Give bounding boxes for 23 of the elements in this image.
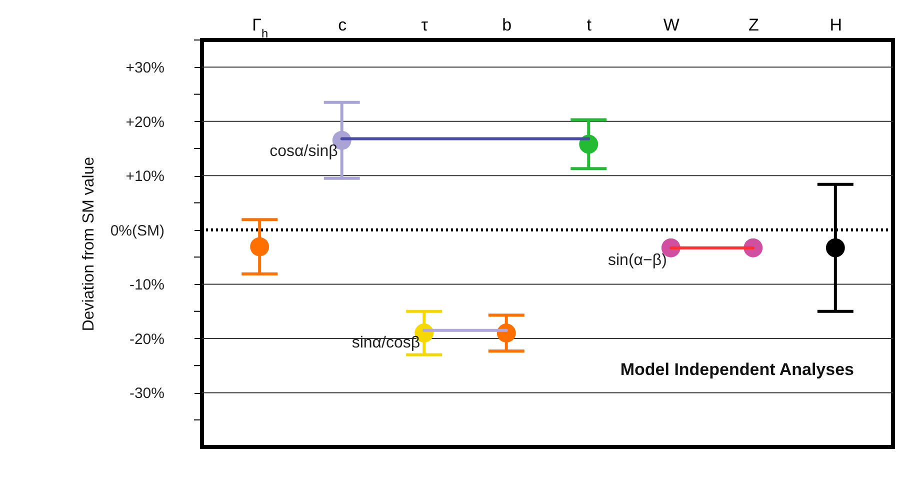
point [579,134,598,154]
x-tick-label: c [338,16,348,34]
series-label: sinα/cosβ [352,334,420,352]
x-tick-label: b [502,16,512,34]
x-tick-label: t [586,16,592,34]
y-tick-label: -20% [129,330,164,348]
x-tick-label: Γ$_{h}$ [252,16,268,40]
y-tick-label: 0%(SM) [110,222,165,240]
x-tick-label: H [830,16,842,34]
y-tick-label: +20% [126,114,164,131]
y-tick-label: +10% [126,168,164,186]
y-tick-label: -10% [129,276,164,294]
series-label: sin(α−β) [608,252,667,269]
y-tick-label: -30% [129,385,164,402]
annotation: Model Independent Analyses [620,360,854,379]
series-label: cosα/sinβ [270,142,338,160]
point [250,237,270,256]
x-tick-label: τ [421,16,428,34]
y-tick-label: +30% [126,60,164,77]
y-axis-title: Deviation from SM value [80,156,98,332]
point [826,238,845,258]
x-tick-label: W [663,16,680,34]
x-tick-label: Z [748,16,759,34]
